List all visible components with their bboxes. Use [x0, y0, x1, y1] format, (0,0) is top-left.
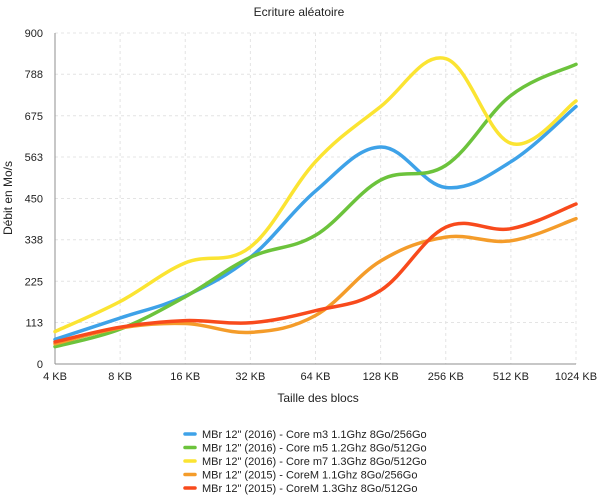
- y-tick-label: 225: [25, 276, 43, 288]
- legend-label: MBr 12" (2015) - CoreM 1.1Ghz 8Go/256Go: [202, 470, 417, 482]
- series-lines: [53, 56, 578, 349]
- chart-title: Ecriture aléatoire: [254, 5, 345, 19]
- y-tick-label: 563: [25, 152, 43, 164]
- axes: 0 113 225 338 450 563 675 788 900 4 KB 8 KB 16 KB 32…: [25, 28, 597, 383]
- x-tick-label: 256 KB: [428, 371, 464, 383]
- y-tick-label: 0: [37, 359, 43, 371]
- y-tick-label: 788: [25, 69, 43, 81]
- y-axis-label: Débit en Mo/s: [1, 161, 15, 235]
- series-line-2: [53, 62, 578, 349]
- legend-item: MBr 12" (2015) - CoreM 1.1Ghz 8Go/256Go: [183, 470, 417, 482]
- x-tick-label: 128 KB: [363, 371, 399, 383]
- y-tick-label: 338: [25, 235, 43, 247]
- grid: [55, 32, 577, 364]
- series-line-3: [53, 56, 578, 334]
- x-tick-label: 32 KB: [235, 371, 265, 383]
- legend-item: MBr 12" (2015) - CoreM 1.3Ghz 8Go/512Go: [183, 483, 417, 495]
- legend-label: MBr 12" (2016) - Core m3 1.1Ghz 8Go/256G…: [202, 429, 427, 441]
- legend-label: MBr 12" (2015) - CoreM 1.3Ghz 8Go/512Go: [202, 483, 417, 495]
- y-tick-label: 675: [25, 111, 43, 123]
- y-tick-label: 450: [25, 194, 43, 206]
- x-tick-label: 512 KB: [493, 371, 529, 383]
- x-tick-label: 1024 KB: [555, 371, 597, 383]
- legend-label: MBr 12" (2016) - Core m5 1.2Ghz 8Go/512G…: [202, 443, 427, 455]
- series-line-5: [53, 202, 578, 344]
- y-tick-label: 900: [25, 28, 43, 40]
- x-tick-label: 8 KB: [108, 371, 132, 383]
- legend: MBr 12" (2016) - Core m3 1.1Ghz 8Go/256G…: [183, 429, 427, 495]
- y-tick-label: 113: [25, 317, 43, 329]
- legend-item: MBr 12" (2016) - Core m3 1.1Ghz 8Go/256G…: [183, 429, 427, 441]
- legend-item: MBr 12" (2016) - Core m7 1.3Ghz 8Go/512G…: [183, 456, 427, 468]
- legend-label: MBr 12" (2016) - Core m7 1.3Ghz 8Go/512G…: [202, 456, 427, 468]
- x-tick-label: 16 KB: [170, 371, 200, 383]
- series-line-1: [53, 104, 578, 342]
- x-tick-label: 64 KB: [301, 371, 331, 383]
- x-tick-label: 4 KB: [43, 371, 67, 383]
- legend-item: MBr 12" (2016) - Core m5 1.2Ghz 8Go/512G…: [183, 443, 427, 455]
- x-axis-label: Taille des blocs: [277, 391, 358, 405]
